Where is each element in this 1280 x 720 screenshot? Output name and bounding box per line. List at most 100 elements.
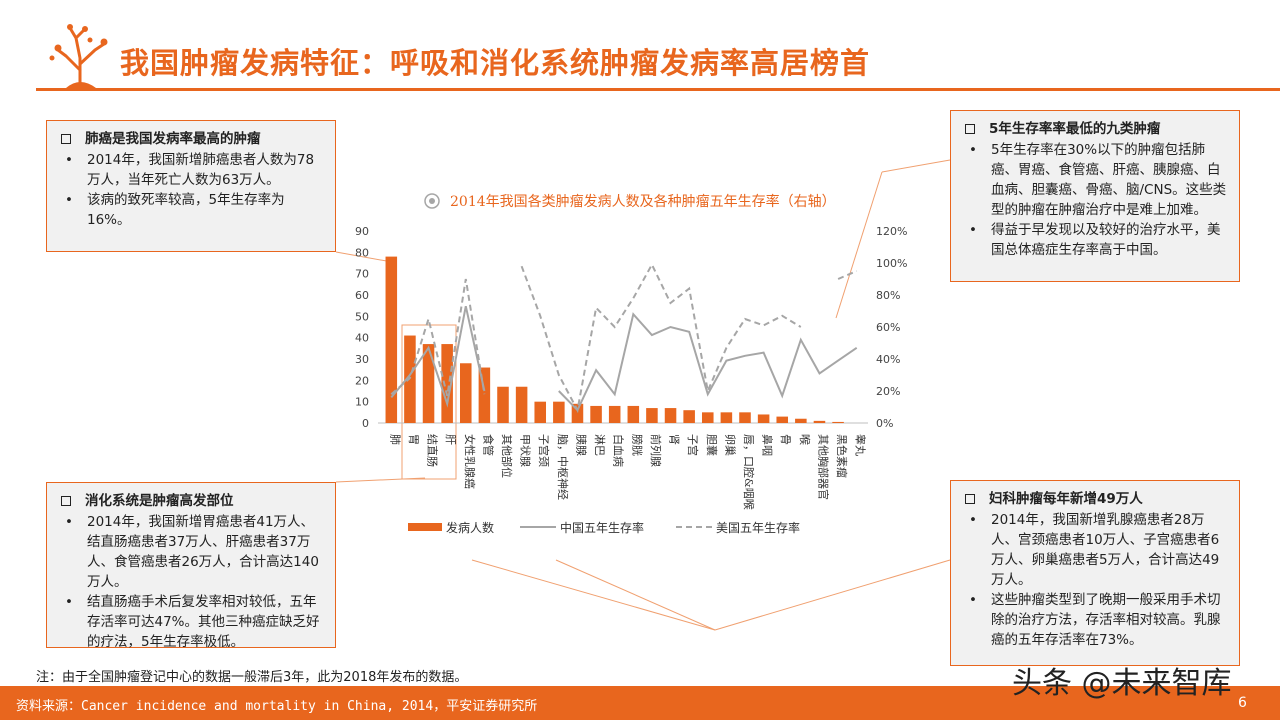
category-label: 胰腺: [574, 434, 588, 456]
gyn-bullet: 这些肿瘤类型到了晚期一般采用手术切除的治疗方法，存活率相对较高。乳腺癌的五年存活…: [965, 590, 1227, 650]
gynecologic-cancer-box: 妇科肿瘤每年新增49万人 2014年，我国新增乳腺癌患者28万人、宫颈癌患者10…: [950, 480, 1240, 666]
lung-cancer-box: 肺癌是我国发病率最高的肿瘤 2014年，我国新增肺癌患者人数为78万人，当年死亡…: [46, 120, 336, 252]
right-axis-tick: 0%: [876, 417, 893, 430]
china-survival-line: [558, 312, 858, 412]
legend-label: 中国五年生存率: [560, 520, 644, 535]
category-label: 食管: [481, 434, 495, 456]
bar-12: [590, 405, 602, 423]
category-label: 黑色素瘤: [835, 434, 849, 478]
category-label: 唇，口腔&咽喉: [742, 434, 756, 510]
checkbox-square-icon: [61, 496, 71, 506]
category-label: 子宫: [686, 434, 700, 456]
digestive-cancer-box: 消化系统是肿瘤高发部位 2014年，我国新增胃癌患者41万人、结直肠癌患者37万…: [46, 482, 336, 650]
left-axis-tick: 70: [355, 268, 369, 281]
digestive-bullet: 结直肠癌手术后复发率相对较低，五年存活率可达47%。其他三种癌症缺乏好的疗法，5…: [61, 592, 323, 652]
footer-bar: [0, 686, 1280, 720]
left-axis-tick: 40: [355, 332, 369, 345]
bar-6: [478, 367, 491, 423]
category-label: 肾: [668, 434, 681, 445]
page-number: 6: [1238, 695, 1247, 711]
checkbox-square-icon: [965, 494, 975, 504]
title-divider: [36, 88, 1280, 91]
china-survival-line: [390, 305, 486, 408]
category-label: 胆囊: [705, 434, 719, 456]
checkbox-square-icon: [965, 124, 975, 134]
bar-5: [459, 363, 472, 423]
bar-25: [832, 421, 844, 423]
category-label: 卵巢: [723, 434, 736, 456]
category-label: 白血病: [612, 434, 626, 467]
bar-16: [664, 408, 677, 423]
right-axis-tick: 80%: [876, 289, 900, 302]
right-axis: 0% 20% 40% 60% 80% 100% 120%: [876, 225, 907, 430]
bar-23: [795, 418, 807, 423]
us-survival-line: [837, 270, 858, 280]
category-label: 肝: [444, 434, 457, 445]
chart-title: 2014年我国各类肿瘤发病人数及各种肿瘤五年生存率（右轴）: [450, 193, 836, 210]
left-axis-tick: 80: [355, 246, 369, 259]
us-survival-line: [520, 262, 802, 414]
left-axis-tick: 50: [355, 310, 369, 323]
bar-4: [441, 344, 453, 423]
line-series: [390, 262, 858, 414]
category-label: 胃: [407, 434, 420, 445]
category-label: 其他胸部器官: [816, 434, 830, 500]
bar-14: [627, 405, 640, 423]
tree-logo-icon: [49, 24, 108, 90]
left-axis-tick: 60: [355, 289, 369, 302]
gyn-box-heading: 妇科肿瘤每年新增49万人: [989, 491, 1143, 507]
right-axis-tick: 60%: [876, 321, 900, 334]
category-label: 肺: [388, 434, 401, 445]
category-label: 鼻咽: [761, 434, 775, 456]
category-label: 前列腺: [649, 434, 663, 467]
survival-bullet: 5年生存率在30%以下的肿瘤包括肺癌、胃癌、食管癌、肝癌、胰腺癌、白血病、胆囊癌…: [965, 140, 1227, 220]
left-axis-tick: 30: [355, 353, 369, 366]
lung-bullet: 2014年，我国新增肺癌患者人数为78万人，当年死亡人数为63万人。: [61, 150, 323, 190]
category-label: 结直肠: [426, 434, 440, 467]
left-axis-tick: 0: [362, 417, 369, 430]
left-axis: 0 10 20 30 40 50 60 70 80 90: [355, 225, 369, 430]
category-label: 其他部位: [500, 434, 514, 478]
bar-7: [497, 386, 509, 423]
right-axis-tick: 100%: [876, 257, 907, 270]
bar-18: [701, 412, 714, 423]
bar-13: [608, 405, 621, 423]
source-text: 资料来源：Cancer incidence and mortality in C…: [16, 699, 538, 714]
us-survival-line: [390, 278, 486, 397]
bar-21: [757, 414, 770, 423]
lung-box-heading: 肺癌是我国发病率最高的肿瘤: [85, 131, 261, 147]
bar-17: [683, 410, 695, 423]
category-label: 淋巴: [593, 434, 606, 456]
digestive-box-heading: 消化系统是肿瘤高发部位: [85, 493, 234, 509]
gyn-bullet: 2014年，我国新增乳腺癌患者28万人、宫颈癌患者10万人、子宫癌患者6万人、卵…: [965, 510, 1227, 590]
bar-3: [422, 344, 435, 423]
page-title: 我国肿瘤发病特征：呼吸和消化系统肿瘤发病率高居榜首: [120, 46, 871, 80]
chart-legend: 发病人数 中国五年生存率 美国五年生存率: [408, 520, 800, 535]
bar-19: [720, 412, 733, 423]
bar-8: [515, 386, 528, 423]
bar-24: [813, 420, 826, 423]
category-label: 女性乳腺癌: [463, 434, 477, 489]
callout-lines: [335, 159, 951, 631]
category-label: 膀胱: [630, 434, 644, 456]
bar-1: [385, 256, 398, 423]
right-axis-tick: 40%: [876, 353, 900, 366]
left-axis-tick: 10: [355, 396, 369, 409]
lung-bullet: 该病的致死率较高，5年生存率为16%。: [61, 190, 323, 230]
right-axis-tick: 120%: [876, 225, 907, 238]
category-labels: 肺胃结直肠肝女性乳腺癌 食管 其他部位 甲状腺 子宫颈 脑，中枢神经 胰腺 淋巴 白血病 膀胱 前列…: [388, 434, 867, 510]
bar-22: [776, 416, 789, 423]
legend-label: 美国五年生存率: [716, 520, 800, 535]
survival-rate-box: 5年生存率率最低的九类肿瘤 5年生存率在30%以下的肿瘤包括肺癌、胃癌、食管癌、…: [950, 110, 1240, 282]
category-label: 甲状腺: [519, 434, 533, 467]
legend-label: 发病人数: [446, 520, 494, 535]
category-label: 骨: [779, 434, 792, 445]
left-axis-tick: 20: [355, 374, 369, 387]
bar-series: [385, 256, 844, 423]
legend-bar-swatch: [408, 523, 442, 531]
left-axis-tick: 90: [355, 225, 369, 238]
bar-11: [571, 403, 584, 423]
chart-title-marker: [424, 193, 440, 209]
bar-15: [646, 408, 658, 423]
